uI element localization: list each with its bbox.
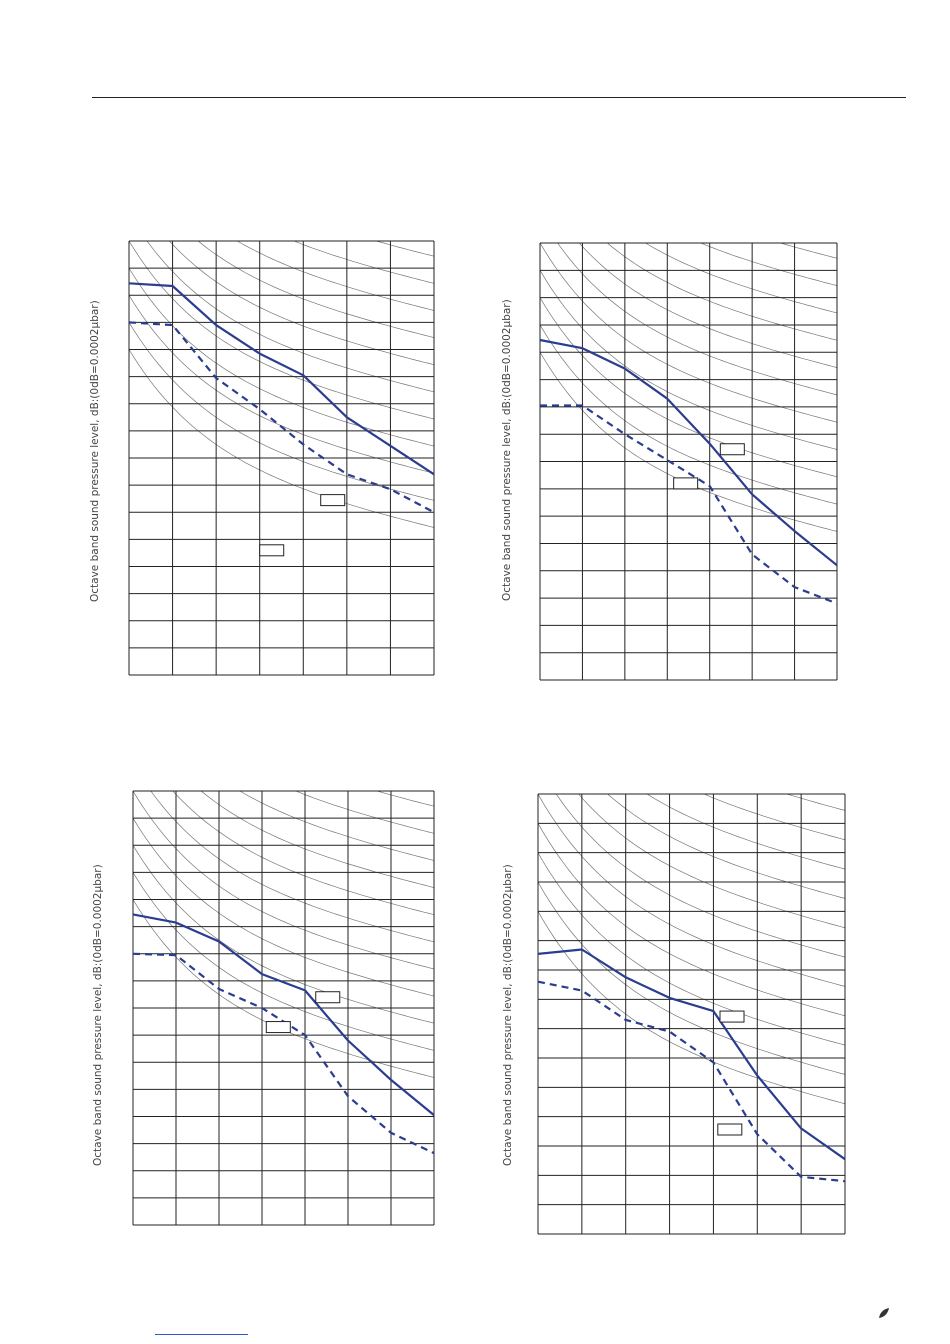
label-box: [265, 1021, 291, 1034]
reference-curve: [646, 794, 845, 870]
series-line-solid: [128, 282, 435, 476]
series-line-solid: [132, 913, 435, 1116]
series-line-dashed: [540, 404, 838, 605]
reference-curve: [785, 794, 845, 811]
reference-curve: [172, 791, 434, 916]
reference-curve: [197, 241, 434, 338]
reference-curve: [607, 794, 845, 899]
reference-curve: [129, 241, 434, 420]
reference-curve: [168, 241, 434, 366]
label-box: [673, 477, 699, 490]
label-box: [315, 991, 341, 1004]
reference-curve: [540, 324, 837, 505]
reference-curve: [540, 270, 837, 450]
series-line-dashed: [537, 980, 846, 1183]
reference-curve: [538, 794, 845, 987]
reference-curve: [129, 349, 434, 528]
reference-curve: [699, 243, 837, 286]
reference-curve: [294, 791, 434, 834]
reference-curve: [538, 501, 845, 693]
reference-curve: [702, 794, 845, 841]
reference-curve: [133, 817, 434, 997]
label-box: [719, 443, 745, 456]
grid: [537, 793, 846, 1235]
reference-curve: [538, 383, 845, 576]
reference-curves: [538, 383, 845, 1105]
reference-curve: [540, 297, 837, 478]
reference-curve: [555, 794, 845, 958]
reference-curve: [146, 241, 434, 393]
series-line-dashed: [128, 321, 435, 514]
reference-curve: [557, 243, 837, 396]
reference-curve: [538, 852, 845, 1046]
leaf-icon: [879, 1308, 889, 1318]
reference-curve: [538, 911, 845, 1105]
reference-curve: [375, 791, 434, 807]
label-box: [259, 544, 285, 557]
label-box: [717, 1123, 743, 1136]
reference-curve: [200, 791, 434, 888]
reference-curve: [133, 845, 434, 1024]
reference-curve: [538, 881, 845, 1075]
reference-curve: [236, 241, 434, 311]
reference-curve: [538, 559, 845, 752]
series-line-solid: [537, 948, 846, 1161]
header-rule: [92, 97, 906, 98]
grid: [128, 240, 435, 676]
reference-curve: [538, 823, 845, 1017]
reference-curve: [538, 471, 845, 664]
reference-curve: [578, 794, 845, 929]
grid: [132, 790, 435, 1226]
reference-curve: [538, 413, 845, 605]
reference-curve: [133, 872, 434, 1051]
reference-curve: [644, 243, 837, 314]
footer-link[interactable]: [155, 1334, 248, 1335]
reference-curve: [606, 243, 837, 341]
grid: [539, 242, 838, 681]
label-box: [719, 1010, 745, 1023]
reference-curve: [538, 530, 845, 722]
reference-curve: [538, 442, 845, 634]
reference-curve: [578, 243, 837, 368]
reference-curve: [540, 243, 837, 423]
reference-curve: [779, 243, 837, 259]
reference-curve: [133, 791, 434, 970]
reference-curve: [150, 791, 434, 943]
reference-curve: [293, 241, 434, 284]
reference-curve: [239, 791, 434, 861]
series-line-solid: [539, 338, 838, 567]
reference-curve: [538, 589, 845, 781]
label-box: [320, 494, 346, 507]
reference-curve: [374, 241, 434, 257]
